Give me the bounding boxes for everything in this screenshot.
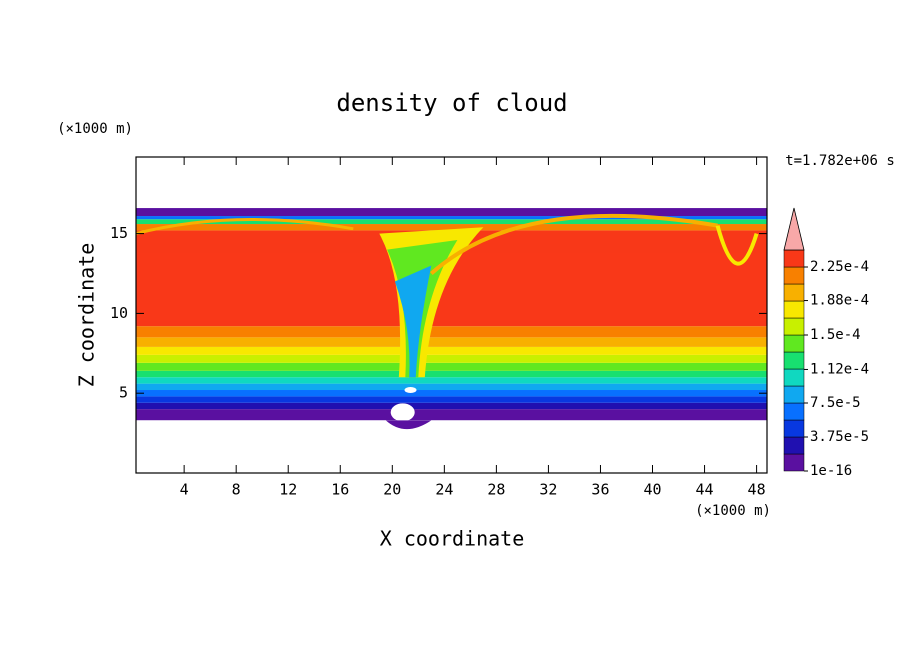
x-tick-label: 32 [539, 481, 557, 499]
colorbar-band [783, 300, 805, 319]
colorbar-band [783, 453, 805, 472]
x-tick-label: 48 [748, 481, 766, 499]
colorbar-band [783, 436, 805, 455]
x-tick-label: 36 [591, 481, 609, 499]
contour-band [136, 409, 767, 421]
colorbar-band [783, 385, 805, 404]
colorbar-band [783, 368, 805, 387]
contour-band [136, 208, 767, 217]
x-axis-label: X coordinate [380, 527, 525, 551]
contour-band [136, 326, 767, 338]
contour-band [136, 354, 767, 363]
colorbar-band [783, 351, 805, 370]
chart-title: density of cloud [336, 89, 567, 117]
x-tick-label: 20 [383, 481, 401, 499]
colorbar-band [783, 283, 805, 302]
colorbar-band [783, 317, 805, 336]
contour-field [135, 208, 767, 473]
x-tick-label: 44 [696, 481, 714, 499]
colorbar-label: 3.75e-5 [810, 429, 869, 445]
x-tick-label: 16 [331, 481, 349, 499]
cloud-hole [404, 387, 417, 394]
dome-edge [715, 225, 759, 266]
y-unit: (×1000 m) [57, 121, 133, 137]
colorbar-band [783, 266, 805, 285]
x-tick-label: 40 [643, 481, 661, 499]
colorbar-label: 7.5e-5 [810, 395, 861, 411]
contour-band [136, 216, 767, 220]
dome [430, 213, 718, 275]
contour-band [136, 390, 767, 397]
x-tick-label: 8 [232, 481, 241, 499]
x-tick-label: 24 [435, 481, 453, 499]
colorbar-label: 1.5e-4 [810, 327, 861, 343]
x-unit: (×1000 m) [695, 503, 771, 519]
x-tick-label: 28 [487, 481, 505, 499]
time-annotation: t=1.782e+06 s [785, 153, 895, 169]
contour-band [136, 402, 767, 410]
x-tick-label: 12 [279, 481, 297, 499]
colorbar-label: 1.12e-4 [810, 361, 869, 377]
cloud-hole [390, 403, 415, 422]
contour-band [136, 370, 767, 378]
colorbar-label: 1.88e-4 [810, 293, 869, 309]
contour-band [136, 396, 767, 403]
contour-band [136, 362, 767, 371]
contour-band [136, 377, 767, 384]
dome [135, 218, 354, 236]
contour-band [136, 224, 767, 231]
colorbar-band [783, 249, 805, 268]
colorbar-band [783, 402, 805, 421]
y-tick-label: 5 [119, 384, 128, 402]
contour-band [136, 337, 767, 347]
y-tick-label: 10 [110, 304, 128, 322]
y-axis-label: Z coordinate [75, 243, 99, 388]
colorbar-band [783, 334, 805, 353]
plot-frame [135, 156, 768, 474]
contour-band [136, 346, 767, 355]
contour-band [136, 219, 767, 225]
clear-sky [136, 420, 767, 473]
cloud-base [385, 420, 432, 430]
contour-band [136, 383, 767, 391]
plume [394, 265, 432, 378]
y-tick-label: 15 [110, 224, 128, 242]
colorbar-extend [783, 207, 805, 251]
colorbar-label: 2.25e-4 [810, 259, 869, 275]
colorbar-label: 1e-16 [810, 463, 852, 479]
x-tick-label: 4 [180, 481, 189, 499]
colorbar-band [783, 419, 805, 438]
